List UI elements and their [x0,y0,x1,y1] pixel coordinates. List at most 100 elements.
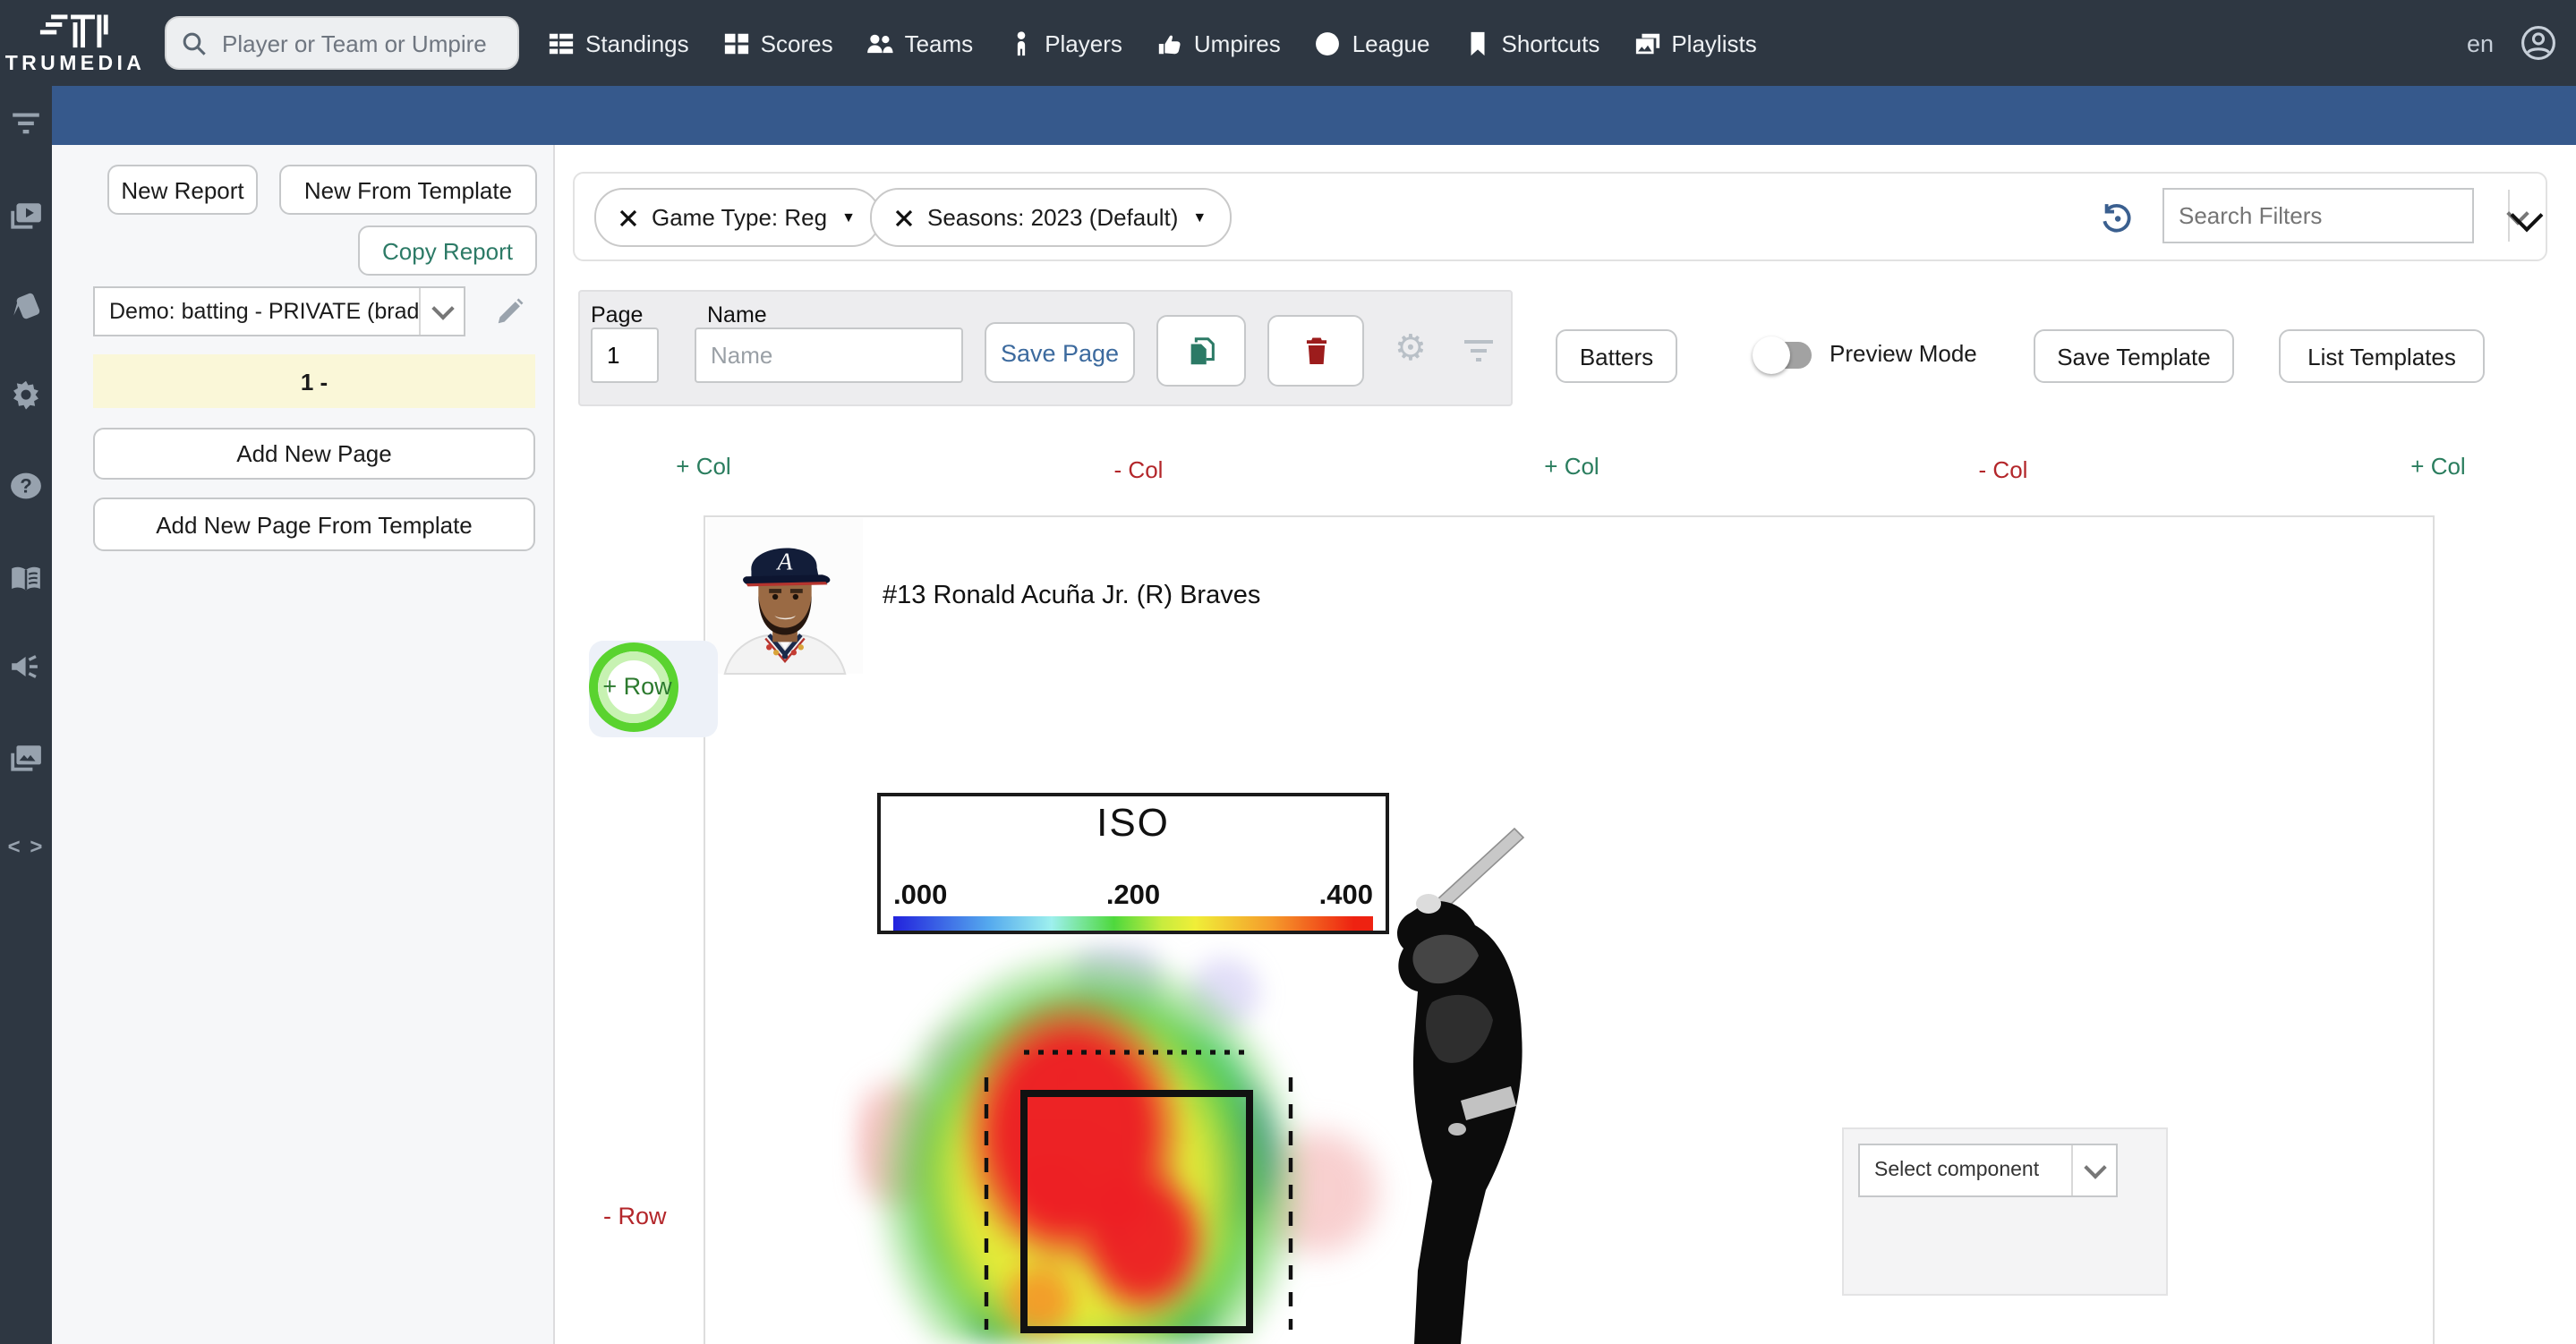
report-cards-icon[interactable] [8,288,44,324]
settings-gear-icon[interactable] [8,378,44,413]
iso-legend-title: ISO [1096,800,1170,845]
select-component-dropdown[interactable]: Select component [1858,1144,2118,1197]
toggle-knob [1753,336,1790,374]
select-component-value: Select component [1874,1160,2040,1181]
new-from-template-button[interactable]: New From Template [279,165,537,215]
preview-mode-label: Preview Mode [1830,340,1977,367]
embed-code-icon[interactable]: < > [7,834,45,859]
save-page-button[interactable]: Save Page [985,322,1135,383]
report-selector-value: Demo: batting - PRIVATE (brad... [109,299,419,324]
language-label[interactable]: en [2466,30,2494,56]
save-template-button[interactable]: Save Template [2034,329,2234,383]
add-new-page-from-template-button[interactable]: Add New Page From Template [93,498,535,551]
filter-history-button[interactable] [2098,199,2134,234]
delete-page-button[interactable] [1267,315,1364,387]
iso-color-scale-bar [893,916,1373,931]
copy-report-button[interactable]: Copy Report [358,225,537,276]
global-search[interactable] [165,16,519,70]
copy-report-label: Copy Report [382,237,513,264]
image-stack-icon[interactable] [8,739,44,775]
page-number-input[interactable] [591,327,659,383]
nav-players[interactable]: Players [1007,30,1122,56]
glossary-book-icon[interactable] [8,560,44,596]
add-row-label[interactable]: + Row [602,673,672,700]
report-selector[interactable]: Demo: batting - PRIVATE (brad... [93,286,465,336]
teams-icon [867,33,894,53]
page-filter-icon[interactable] [1464,340,1493,362]
add-row-button[interactable] [589,642,678,732]
megaphone-icon[interactable] [8,648,44,684]
chevron-down-icon [2509,198,2543,232]
iso-legend-box: ISO .000 .200 .400 [877,793,1389,934]
copy-icon [1190,336,1214,364]
select-component-arrow[interactable] [2071,1145,2116,1195]
filter-chip-label: Game Type: Reg [652,204,828,231]
remove-filter-x-icon[interactable] [895,208,913,226]
nav-label: Playlists [1671,30,1757,56]
account-avatar-icon[interactable] [2519,23,2558,63]
nav-label: League [1352,30,1430,56]
remove-col-button-2[interactable]: - Col [1978,456,2028,483]
nav-label: Umpires [1193,30,1281,56]
collapse-filters-button[interactable] [2509,198,2543,232]
main-nav: Standings Scores Teams Players Umpires L… [548,0,1757,86]
batters-button[interactable]: Batters [1556,329,1677,383]
report-selector-arrow[interactable] [419,288,464,335]
page-list-item-1[interactable]: 1 - [93,354,535,408]
nav-shortcuts[interactable]: Shortcuts [1464,30,1600,56]
chevron-down-icon[interactable]: ▼ [1192,209,1207,225]
nav-teams[interactable]: Teams [867,30,974,56]
filter-chip-game-type[interactable]: Game Type: Reg ▼ [594,188,881,247]
strike-zone-heatmap [856,945,1398,1344]
copy-page-button[interactable] [1156,315,1246,387]
remove-col-button-1[interactable]: - Col [1113,456,1164,483]
search-icon [183,31,206,55]
remove-filter-x-icon[interactable] [619,208,637,226]
chevron-down-icon[interactable]: ▼ [841,209,856,225]
search-filters-input[interactable] [2164,202,2508,229]
trumedia-logo[interactable]: TRUMEDIA [5,4,143,82]
filter-chip-seasons[interactable]: Seasons: 2023 (Default) ▼ [870,188,1233,247]
remove-row-button[interactable]: - Row [603,1203,667,1229]
add-row-ring [598,651,670,723]
playlists-icon [1635,32,1659,54]
nav-standings[interactable]: Standings [548,30,689,56]
filter-icon[interactable] [8,104,44,140]
trumedia-logo-icon [39,13,108,47]
search-filters-arrow[interactable] [2506,190,2529,242]
batters-label: Batters [1579,343,1654,370]
add-new-page-button[interactable]: Add New Page [93,428,535,480]
help-icon[interactable]: ? [8,467,44,503]
left-icon-rail: ? < > [0,86,52,1344]
player-title: #13 Ronald Acuña Jr. (R) Braves [883,582,1261,610]
nav-label: Teams [904,30,974,56]
navbar-right: en [2467,0,2558,86]
add-col-button-1[interactable]: + Col [676,453,731,480]
iso-tick-mid: .200 [1105,880,1161,911]
global-search-input[interactable] [218,28,503,58]
list-templates-button[interactable]: List Templates [2279,329,2485,383]
iso-tick-max: .400 [1318,880,1373,911]
add-col-button-2[interactable]: + Col [1544,453,1599,480]
players-icon [1016,30,1025,55]
filter-chip-label: Seasons: 2023 (Default) [927,204,1179,231]
add-col-button-3[interactable]: + Col [2410,453,2466,480]
strike-zone-overlay [984,1050,1293,1333]
preview-mode-toggle[interactable] [1753,336,1812,374]
nav-umpires[interactable]: Umpires [1156,30,1281,56]
iso-legend-ticks: .000 .200 .400 [893,880,1373,913]
edit-report-button[interactable] [490,293,526,329]
page-settings-gear-icon[interactable]: ⚙ [1395,329,1427,369]
new-report-button[interactable]: New Report [107,165,258,215]
nav-scores[interactable]: Scores [723,30,833,56]
svg-text:?: ? [20,474,32,497]
video-playlist-icon[interactable] [8,197,44,233]
nav-label: Shortcuts [1501,30,1600,56]
page-name-input[interactable] [695,327,963,383]
search-filters-combobox[interactable] [2162,188,2529,243]
nav-playlists[interactable]: Playlists [1633,30,1757,56]
add-new-page-from-template-label: Add New Page From Template [156,511,473,538]
chevron-down-icon [2083,1156,2106,1179]
nav-league[interactable]: League [1315,30,1430,56]
nav-label: Standings [585,30,689,56]
